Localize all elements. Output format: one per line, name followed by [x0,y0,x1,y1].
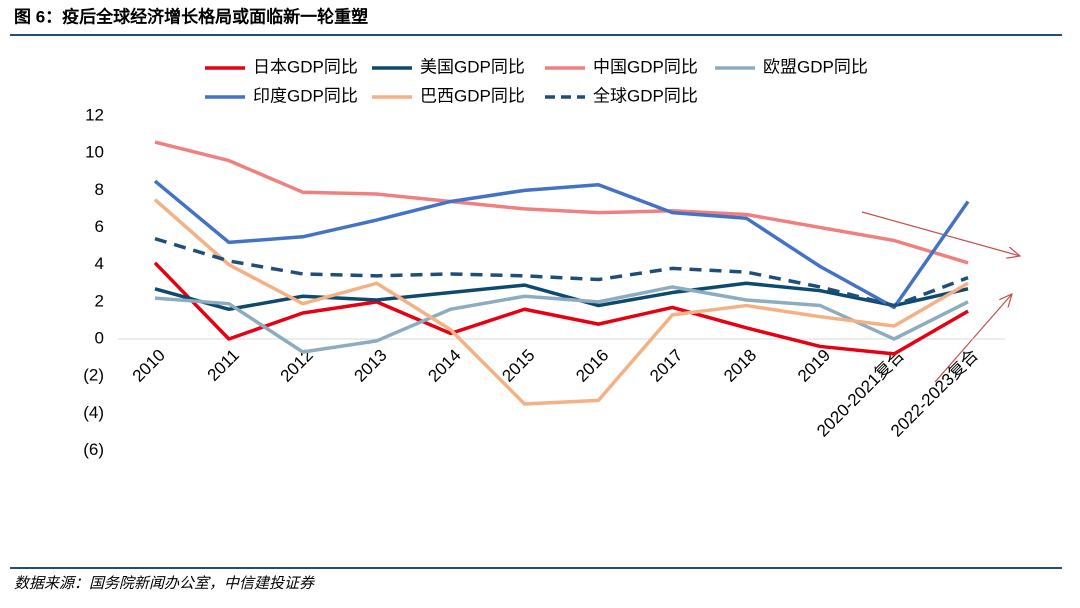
x-tick-label: 2011 [204,346,243,385]
series-line [153,179,970,310]
y-tick-label: 10 [85,143,104,162]
trend-arrow [861,211,1020,256]
series-line [154,285,969,354]
series-line [154,281,969,312]
trend-arrow [934,294,1012,383]
series-line [153,198,969,406]
y-tick-label: 2 [95,291,104,310]
series-line [154,236,969,308]
y-tick-label: (4) [83,403,104,422]
x-tick-label: 2014 [424,346,464,386]
legend-label: 巴西GDP同比 [420,86,525,105]
y-tick-label: 8 [95,180,104,199]
x-tick-label: 2016 [572,346,612,386]
y-tick-label: 6 [95,217,104,236]
x-tick-label: 2019 [794,346,834,386]
legend-label: 欧盟GDP同比 [763,57,868,76]
series-line [153,261,969,356]
x-tick-label: 2017 [646,346,686,386]
y-tick-label: 12 [85,105,104,124]
legend-label: 美国GDP同比 [420,57,525,76]
x-tick-label: 2018 [720,346,760,386]
figure-title: 图 6：疫后全球经济增长格局或面临新一轮重塑 [14,6,368,26]
legend-label: 日本GDP同比 [253,57,358,76]
y-tick-label: (2) [83,366,104,385]
legend-label: 印度GDP同比 [253,86,358,105]
y-tick-label: 0 [95,328,104,347]
series-line [154,140,969,265]
y-tick-label: 4 [95,254,104,273]
legend-label: 中国GDP同比 [593,57,698,76]
x-tick-label: 2013 [351,346,391,386]
x-tick-label: 2010 [129,346,169,386]
y-tick-label: (6) [83,440,104,459]
source-note: 数据来源：国务院新闻办公室，中信建投证券 [14,575,315,592]
x-tick-label: 2015 [498,346,538,386]
legend-label: 全球GDP同比 [593,86,698,105]
